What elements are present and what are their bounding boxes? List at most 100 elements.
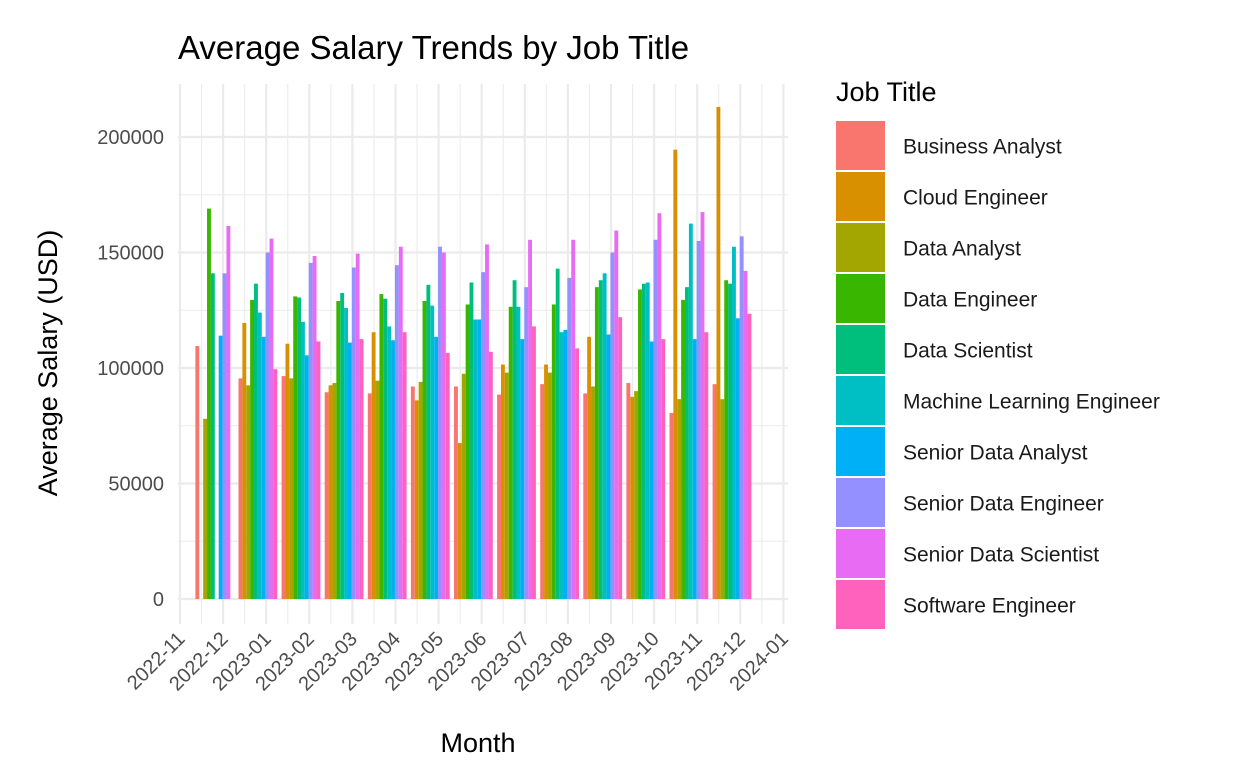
bar (598, 280, 603, 599)
bar (508, 306, 513, 599)
bar (285, 343, 290, 599)
bar (559, 332, 564, 599)
y-tick-label: 100000 (97, 358, 164, 380)
x-axis-title: Month (440, 728, 515, 758)
bar (653, 239, 658, 600)
bar (391, 340, 395, 599)
bar (367, 393, 372, 599)
bar (638, 289, 642, 599)
bar (500, 364, 505, 599)
bar (273, 369, 278, 599)
legend-label: Business Analyst (903, 136, 1062, 159)
bar (465, 304, 470, 599)
legend-key (836, 121, 885, 170)
bar (688, 223, 693, 599)
bar (571, 239, 576, 600)
bars-layer (195, 106, 752, 600)
bar (563, 329, 568, 599)
bar (257, 312, 262, 599)
bar (735, 318, 740, 599)
chart-title: Average Salary Trends by Job Title (178, 29, 689, 66)
legend-key (836, 580, 885, 629)
bar (203, 418, 208, 599)
y-tick-label: 0 (153, 589, 164, 611)
y-axis-title: Average Salary (USD) (33, 230, 63, 497)
bar (747, 313, 752, 599)
bar (473, 319, 478, 599)
bar (716, 106, 721, 599)
bar (379, 294, 384, 599)
bar (614, 230, 619, 599)
bar (454, 386, 458, 599)
bar (618, 317, 623, 599)
bar (242, 322, 247, 599)
legend-key (836, 172, 885, 221)
bar (700, 212, 705, 599)
bar (328, 385, 333, 599)
bar (269, 238, 274, 599)
bar (739, 236, 744, 599)
legend-label: Senior Data Analyst (903, 442, 1088, 465)
bar (297, 297, 301, 599)
bar (528, 239, 533, 600)
bar (461, 373, 466, 599)
bar (677, 399, 682, 599)
bar (312, 255, 317, 599)
bar (254, 283, 258, 599)
bar (743, 270, 748, 599)
bar (281, 376, 286, 599)
bar (387, 326, 392, 599)
y-tick-label: 50000 (108, 474, 164, 496)
legend-key (836, 325, 885, 374)
legend-label: Data Engineer (903, 289, 1037, 312)
bar (422, 301, 427, 599)
legend: Job Title Business Analyst Cloud Engineer… (836, 77, 1160, 629)
bar (540, 384, 545, 599)
bar (732, 246, 736, 599)
legend-items: Business Analyst Cloud Engineer Data Analy… (836, 121, 1160, 629)
bar (226, 225, 231, 599)
legend-label: Cloud Engineer (903, 187, 1048, 210)
bar (438, 246, 442, 599)
legend-key (836, 478, 885, 527)
bar (383, 298, 388, 599)
bar (657, 213, 662, 600)
legend-label: Senior Data Scientist (903, 544, 1099, 567)
bar (207, 208, 211, 600)
bar (477, 319, 482, 599)
bar (441, 252, 446, 599)
legend-key (836, 529, 885, 578)
bar (594, 287, 599, 599)
bar (497, 394, 501, 599)
y-tick-label: 150000 (97, 243, 164, 265)
bar (516, 306, 521, 599)
bar (402, 332, 407, 599)
bar (587, 336, 592, 599)
x-tick-labels: 2022-112022-122023-012023-022023-032023-… (123, 628, 793, 695)
bar (544, 364, 548, 599)
bar (641, 283, 646, 599)
bar (583, 393, 588, 599)
bar (728, 283, 732, 599)
bar (481, 272, 486, 599)
bar (634, 391, 639, 599)
bar (210, 273, 215, 599)
y-tick-labels: 0 50000 100000 150000 200000 (97, 127, 164, 611)
bar (488, 351, 493, 599)
bar (532, 326, 536, 599)
y-tick-label: 200000 (97, 127, 164, 149)
bar (195, 346, 200, 599)
bar (512, 280, 517, 599)
bar (520, 339, 525, 599)
bar (344, 307, 348, 599)
legend-label: Machine Learning Engineer (903, 391, 1160, 414)
bar (547, 372, 552, 599)
legend-key (836, 223, 885, 272)
bar (669, 413, 674, 599)
bar (359, 339, 364, 599)
bar (685, 287, 689, 599)
bar (567, 277, 572, 599)
bar (575, 348, 579, 599)
